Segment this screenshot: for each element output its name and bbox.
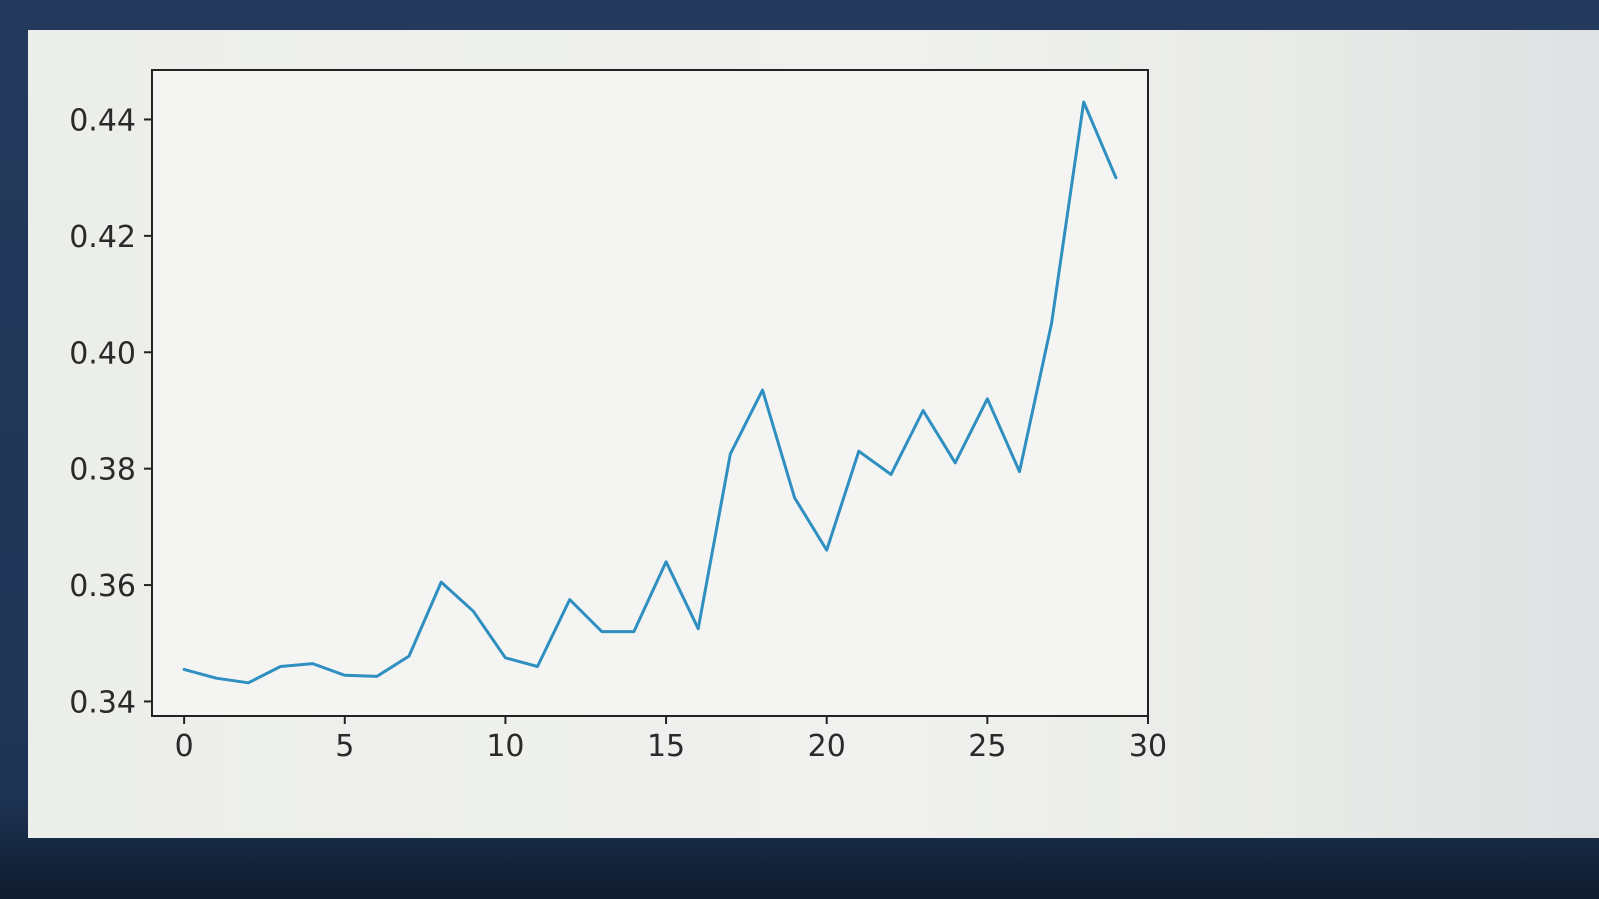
- x-tick-label: 0: [175, 729, 194, 764]
- x-axis: 0 5 10 15 20 25 30: [175, 716, 1167, 764]
- x-tick-label: 5: [335, 729, 354, 764]
- y-tick-label: 0.44: [69, 103, 136, 138]
- y-axis: 0.34 0.36 0.38 0.40 0.42 0.44: [69, 103, 152, 720]
- y-tick-label: 0.38: [69, 453, 136, 488]
- y-tick-label: 0.40: [69, 336, 136, 371]
- series-line: [182, 100, 1118, 685]
- x-tick-label: 25: [968, 729, 1006, 764]
- y-tick-label: 0.36: [69, 569, 136, 604]
- plot-area: [151, 69, 1149, 717]
- x-tick-label: 15: [647, 729, 685, 764]
- y-tick-label: 0.34: [69, 685, 136, 720]
- x-tick-label: 20: [808, 729, 846, 764]
- y-tick-label: 0.42: [69, 220, 136, 255]
- x-tick-label: 10: [486, 729, 524, 764]
- x-tick-label: 30: [1129, 729, 1167, 764]
